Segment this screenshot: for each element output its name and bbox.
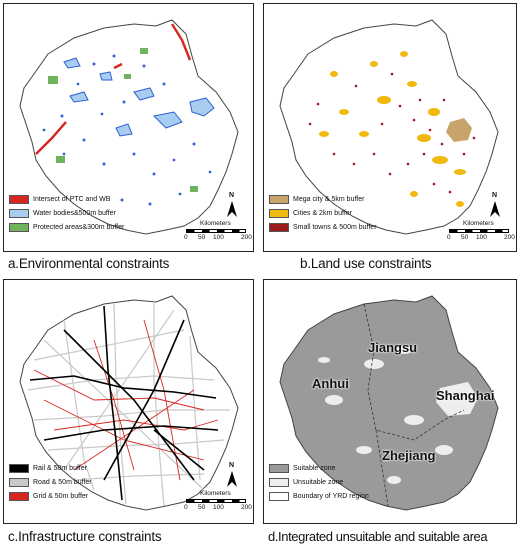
grid-network: [33, 319, 219, 481]
ptc-wb-intersections: [35, 23, 192, 155]
caption-b: b.Land use constraints: [300, 256, 432, 271]
legend-label: Water bodies&500m buffer: [33, 209, 116, 217]
land-use-map: [279, 19, 499, 235]
scale-tick: 100: [476, 234, 487, 241]
legend-item: Grid & 50m buffer: [9, 489, 92, 503]
caption-c: c.Infrastructure constraints: [8, 529, 162, 544]
legend-item: Boundary of YRD region: [269, 489, 369, 503]
scale-tick: 200: [504, 234, 515, 241]
scale-tick: 0: [184, 504, 188, 511]
legend-label: Cities & 2km buffer: [293, 209, 353, 217]
legend-swatch: [269, 491, 289, 501]
legend-environmental: Intersect of PTC and WB Water bodies&500…: [9, 192, 124, 234]
unsuitable-zones: [318, 346, 478, 484]
scale-tick: 200: [241, 234, 252, 241]
legend-swatch: [269, 194, 289, 204]
scale-unit: Kilometers: [463, 220, 494, 227]
legend-item: Cities & 2km buffer: [269, 206, 377, 220]
legend-land-use: Mega city & 5km buffer Cities & 2km buff…: [269, 192, 377, 234]
legend-label: Small towns & 500m buffer: [293, 223, 377, 231]
north-label: N: [492, 192, 498, 199]
road-network: [27, 302, 230, 507]
legend-swatch: [9, 491, 29, 501]
legend-swatch: [269, 463, 289, 473]
panel-land-use-constraints: Mega city & 5km buffer Cities & 2km buff…: [263, 3, 517, 252]
water-bodies: [63, 57, 215, 137]
legend-swatch: [9, 477, 29, 487]
legend-infrastructure: Rail & 50m buffer Road & 50m buffer Grid…: [9, 461, 92, 503]
scale-tick: 50: [198, 234, 206, 241]
province-label-zhejiang: Zhejiang: [382, 448, 436, 463]
scale-tick: 50: [198, 504, 206, 511]
legend-label: Rail & 50m buffer: [33, 464, 87, 472]
legend-swatch: [269, 208, 289, 218]
scale-tick: 50: [461, 234, 469, 241]
legend-swatch: [9, 463, 29, 473]
province-label-anhui: Anhui: [312, 376, 349, 391]
legend-item: Small towns & 500m buffer: [269, 220, 377, 234]
protected-areas: [48, 48, 198, 192]
legend-swatch: [9, 194, 29, 204]
north-label: N: [229, 462, 235, 469]
legend-label: Unsuitable zone: [293, 478, 344, 486]
legend-label: Road & 50m buffer: [33, 478, 92, 486]
legend-label: Grid & 50m buffer: [33, 492, 89, 500]
panel-infrastructure-constraints: Rail & 50m buffer Road & 50m buffer Grid…: [3, 279, 254, 524]
scale-tick: 200: [241, 504, 252, 511]
legend-item: Mega city & 5km buffer: [269, 192, 377, 206]
small-town-buffers: [308, 72, 476, 194]
water-dots: [42, 54, 212, 206]
caption-a: a.Environmental constraints: [8, 256, 170, 271]
legend-label: Intersect of PTC and WB: [33, 195, 111, 203]
legend-item: Road & 50m buffer: [9, 475, 92, 489]
region-outline: [279, 295, 499, 511]
panel-integrated-suitability: Jiangsu Anhui Shanghai Zhejiang Suitable…: [263, 279, 517, 524]
province-boundaries: [363, 303, 465, 507]
scale-tick: 100: [213, 504, 224, 511]
infrastructure-map: [19, 295, 239, 511]
legend-item: Intersect of PTC and WB: [9, 192, 124, 206]
caption-d: d.Integrated unsuitable and suitable are…: [268, 529, 488, 544]
province-label-shanghai: Shanghai: [436, 388, 495, 403]
city-buffers: [319, 51, 466, 207]
legend-label: Protected areas&300m buffer: [33, 223, 125, 231]
scale-unit: Kilometers: [200, 490, 231, 497]
scale-tick: 100: [213, 234, 224, 241]
legend-label: Boundary of YRD region: [293, 492, 369, 500]
environmental-map: [19, 19, 239, 235]
legend-swatch: [269, 222, 289, 232]
legend-swatch: [9, 222, 29, 232]
legend-suitability: Suitable zone Unsuitable zone Boundary o…: [269, 461, 369, 503]
scale-unit: Kilometers: [200, 220, 231, 227]
legend-item: Protected areas&300m buffer: [9, 220, 124, 234]
legend-item: Suitable zone: [269, 461, 369, 475]
province-label-jiangsu: Jiangsu: [368, 340, 418, 355]
legend-label: Suitable zone: [293, 464, 336, 472]
panel-environmental-constraints: Intersect of PTC and WB Water bodies&500…: [3, 3, 254, 252]
legend-label: Mega city & 5km buffer: [293, 195, 365, 203]
legend-item: Rail & 50m buffer: [9, 461, 92, 475]
legend-swatch: [9, 208, 29, 218]
legend-item: Unsuitable zone: [269, 475, 369, 489]
rail-network: [29, 305, 219, 501]
mega-city-buffer: [446, 118, 472, 142]
legend-item: Water bodies&500m buffer: [9, 206, 124, 220]
suitability-map: [279, 295, 499, 511]
scale-tick: 0: [184, 234, 188, 241]
region-outline: [19, 295, 239, 511]
legend-swatch: [269, 477, 289, 487]
north-label: N: [229, 192, 235, 199]
scale-tick: 0: [447, 234, 451, 241]
